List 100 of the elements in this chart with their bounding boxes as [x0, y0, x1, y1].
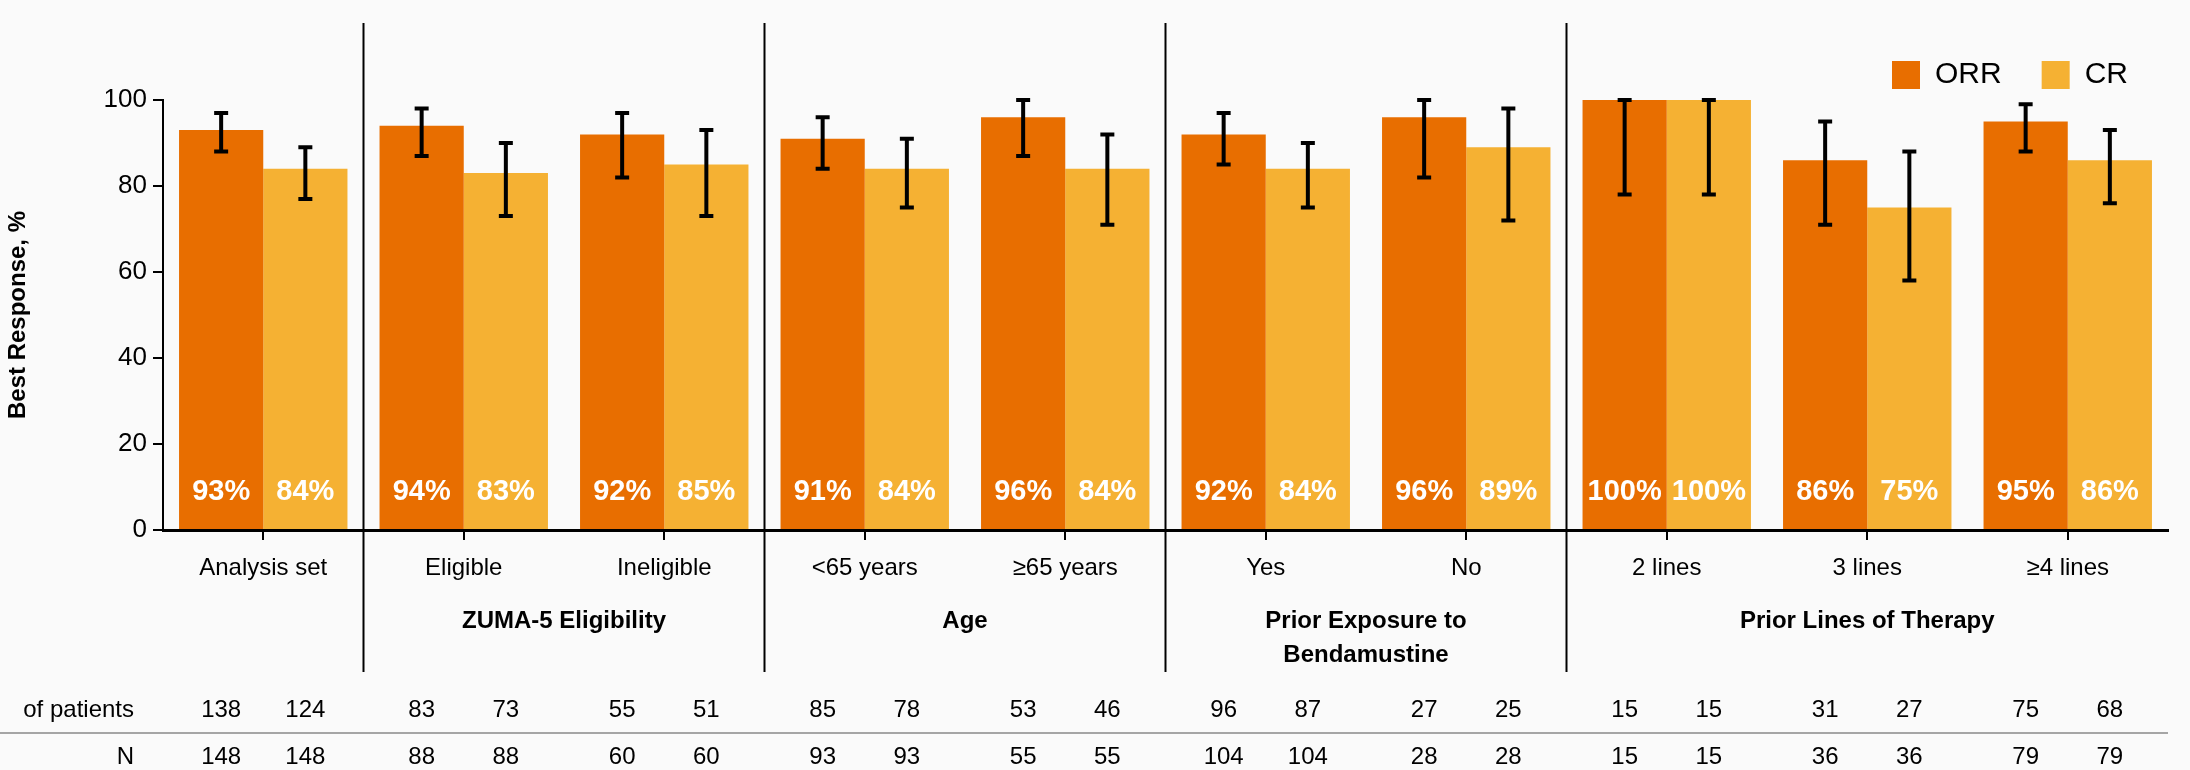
data-label: 84%	[276, 474, 335, 506]
data-label: 94%	[392, 474, 451, 506]
bar	[1666, 100, 1751, 529]
bar	[379, 125, 464, 529]
text: 15	[1611, 741, 1638, 769]
text: 138	[201, 694, 242, 722]
text: 55	[608, 694, 636, 722]
text: 55	[1009, 741, 1037, 769]
text: 27	[1410, 694, 1438, 722]
data-label: 96%	[1395, 474, 1454, 506]
bar	[1065, 168, 1150, 529]
data-label: 96%	[994, 474, 1053, 506]
text: 104	[1203, 741, 1244, 769]
text: 104	[1287, 741, 1328, 769]
data-label: 85%	[677, 474, 736, 506]
x-tick-label: Analysis set	[199, 553, 328, 581]
bar	[580, 134, 665, 529]
data-label: 86%	[2080, 474, 2140, 506]
text: 75	[2012, 694, 2039, 722]
bar	[981, 117, 1066, 529]
text: 31	[1811, 694, 1839, 722]
text: 85	[809, 694, 836, 722]
bar	[1983, 121, 2068, 529]
bar	[263, 168, 348, 529]
text: Prior Exposure to Bendamustine	[1265, 605, 1467, 667]
text: 88	[408, 741, 435, 769]
bar	[1466, 147, 1551, 529]
x-tick-label: <65 years	[811, 553, 918, 581]
text: 88	[492, 741, 520, 769]
data-label: 89%	[1479, 474, 1538, 506]
text: 51	[693, 694, 720, 722]
data-label: 92%	[1194, 474, 1253, 506]
text: 96	[1210, 694, 1237, 722]
text: 15	[1695, 694, 1723, 722]
y-axis-title: Best Response, %	[3, 210, 31, 420]
text: 79	[2012, 741, 2039, 769]
text: N	[116, 741, 134, 769]
text: 60	[693, 741, 720, 769]
bar	[664, 164, 749, 529]
data-label: 95%	[1996, 474, 2055, 506]
bar	[2067, 160, 2152, 529]
bar	[1582, 100, 1667, 529]
bar	[1867, 207, 1952, 529]
bar	[1265, 168, 1350, 529]
data-label: 84%	[877, 474, 937, 506]
data-label: 75%	[1880, 474, 1939, 506]
data-label: 93%	[192, 474, 251, 506]
bar	[463, 173, 548, 529]
bar	[1783, 160, 1868, 529]
text: 60	[608, 741, 636, 769]
data-label: 83%	[476, 474, 536, 506]
text: 27	[1896, 694, 1923, 722]
x-tick-label: No	[1450, 553, 1482, 581]
text: 93	[893, 741, 921, 769]
y-tick-label: 60	[118, 255, 147, 286]
bar	[1181, 134, 1266, 529]
text: 28	[1495, 741, 1522, 769]
x-tick-label: ≥4 lines	[2026, 553, 2110, 581]
data-label: 100%	[1671, 474, 1747, 506]
x-tick-label: Yes	[1246, 553, 1286, 581]
y-tick-label: 0	[132, 513, 147, 544]
text: 36	[1896, 741, 1923, 769]
x-tick-label: 3 lines	[1832, 553, 1902, 581]
text: 87	[1294, 694, 1322, 722]
y-tick-label: 40	[118, 341, 147, 372]
legend-label: ORR	[1935, 56, 2002, 90]
text: 68	[2096, 694, 2124, 722]
bar	[780, 138, 865, 529]
data-label: 84%	[1278, 474, 1338, 506]
bar	[179, 130, 264, 529]
x-tick-label: Ineligible	[616, 553, 712, 581]
text: Age	[942, 605, 988, 633]
x-tick-label: 2 lines	[1632, 553, 1702, 581]
data-label: 100%	[1587, 474, 1662, 506]
text: 15	[1611, 694, 1638, 722]
text: 53	[1009, 694, 1037, 722]
text: 15	[1695, 741, 1723, 769]
bar	[864, 168, 949, 529]
text: 148	[201, 741, 242, 769]
data-label: 92%	[593, 474, 652, 506]
text: 148	[285, 741, 326, 769]
text: 55	[1094, 741, 1121, 769]
legend-label: CR	[2084, 56, 2129, 90]
text: 25	[1495, 694, 1522, 722]
text: 78	[893, 694, 921, 722]
text: 46	[1094, 694, 1121, 722]
text: 124	[285, 694, 326, 722]
text: 83	[408, 694, 435, 722]
text: 36	[1811, 741, 1839, 769]
y-tick-label: 100	[103, 83, 147, 114]
x-tick-label: ≥65 years	[1012, 553, 1118, 581]
text: 93	[809, 741, 836, 769]
text: 73	[492, 694, 520, 722]
text: of patients	[23, 694, 134, 722]
text: Prior Lines of Therapy	[1739, 605, 1996, 633]
y-tick-label: 80	[118, 169, 147, 200]
text: ZUMA-5 Eligibility	[462, 605, 667, 633]
text: 28	[1410, 741, 1438, 769]
data-label: 86%	[1796, 474, 1855, 506]
text: 79	[2096, 741, 2124, 769]
